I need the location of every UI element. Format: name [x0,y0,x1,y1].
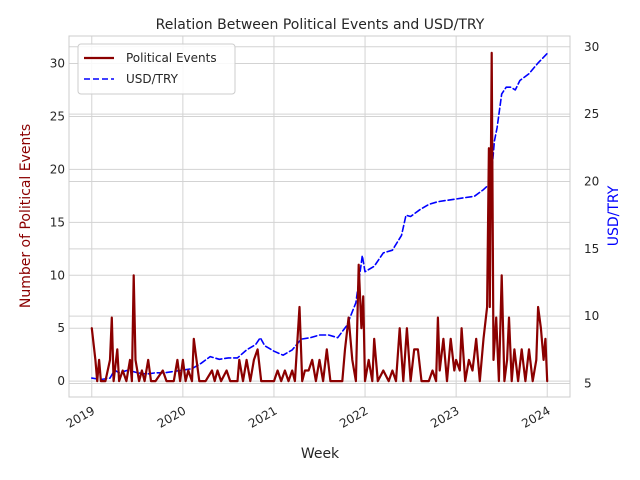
y-tick-label: 10 [50,268,65,282]
y2-tick-label: 5 [584,377,592,391]
y-gridlines [69,63,570,382]
plot-frame [68,35,571,398]
usd-try-line [91,52,548,381]
y2-tick-labels: 5 10 15 20 25 30 [584,40,599,391]
y2-tick-label: 15 [584,242,599,256]
x-axis-label: Week [301,446,340,462]
political-events-line [90,51,549,383]
y-tick-label: 5 [57,321,65,335]
y-tick-label: 0 [57,374,65,388]
y2-tick-label: 25 [584,107,599,121]
legend-box [77,43,236,95]
y-tick-label: 30 [50,57,65,71]
legend: Political Events USD/TRY [77,43,236,95]
series-layer [90,51,549,383]
y2-axis-label: USD/TRY [606,185,622,246]
y-tick-label: 20 [50,162,65,176]
chart-title: Relation Between Political Events and US… [156,17,485,33]
legend-label-usd-try: USD/TRY [126,72,179,86]
y2-tick-label: 10 [584,309,599,323]
y2-tick-label: 30 [584,40,599,54]
y-tick-label: 15 [50,215,65,229]
x-gridlines [91,36,548,397]
y2-tick-label: 20 [584,174,599,188]
y-axis-label: Number of Political Events [18,124,34,308]
y-tick-label: 25 [50,109,65,123]
legend-label-political-events: Political Events [126,51,217,65]
y-tick-labels: 0 5 10 15 20 25 30 [50,57,65,389]
